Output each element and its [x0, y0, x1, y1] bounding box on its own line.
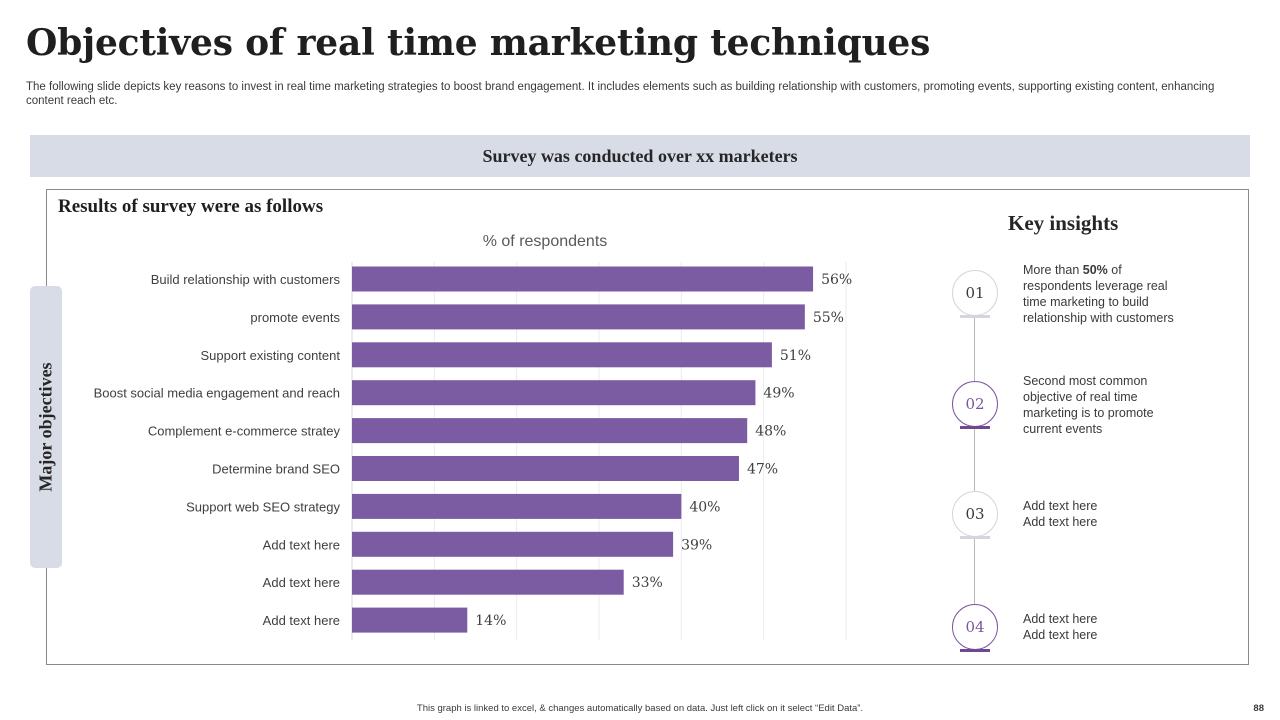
- insight-number-badge: 04: [952, 604, 998, 650]
- data-label: 40%: [689, 499, 720, 515]
- survey-banner: Survey was conducted over xx marketers: [30, 135, 1250, 177]
- bar[interactable]: [352, 266, 814, 292]
- bar[interactable]: [352, 607, 468, 633]
- survey-banner-text: Survey was conducted over xx marketers: [482, 145, 798, 166]
- insight-badge-underline: [960, 649, 990, 652]
- data-label: 48%: [755, 424, 786, 440]
- bar[interactable]: [352, 304, 805, 330]
- bar[interactable]: [352, 342, 772, 368]
- bar[interactable]: [352, 531, 674, 557]
- insight-text: Second most common objective of real tim…: [1023, 374, 1154, 436]
- insight-badge-underline: [960, 536, 990, 539]
- bar[interactable]: [352, 569, 624, 595]
- data-label: 51%: [780, 348, 811, 364]
- major-objectives-tab: [30, 286, 62, 568]
- bar[interactable]: [352, 418, 748, 444]
- bar[interactable]: [352, 493, 682, 519]
- insight-text: Add text here Add text here: [1023, 612, 1098, 642]
- insight-text: More than 50% of respondents leverage re…: [1023, 263, 1174, 325]
- footer-note: This graph is linked to excel, & changes…: [416, 703, 864, 714]
- data-label: 47%: [747, 462, 778, 478]
- chart-title: % of respondents: [483, 233, 608, 250]
- slide-title: Objectives of real time marketing techni…: [26, 22, 931, 64]
- data-label: 39%: [681, 537, 712, 553]
- bar[interactable]: [352, 380, 756, 406]
- slide-subtitle: The following slide depicts key reasons …: [26, 81, 1215, 107]
- category-label: promote events: [250, 310, 340, 325]
- data-label: 56%: [821, 272, 852, 288]
- page-number: 88: [1253, 703, 1264, 714]
- data-label: 55%: [813, 310, 844, 326]
- category-label: Add text here: [263, 613, 340, 628]
- key-insights-title: Key insights: [1008, 211, 1119, 235]
- category-label: Boost social media engagement and reach: [94, 386, 340, 401]
- data-label: 49%: [763, 386, 794, 402]
- category-label: Complement e-commerce stratey: [148, 424, 341, 439]
- category-label: Support web SEO strategy: [186, 499, 340, 514]
- category-label: Support existing content: [201, 348, 341, 363]
- results-heading: Results of survey were as follows: [58, 196, 324, 217]
- bar[interactable]: [352, 456, 739, 481]
- insight-number-badge: 01: [952, 270, 998, 316]
- insights-timeline-line: [974, 293, 975, 628]
- category-label: Determine brand SEO: [212, 462, 340, 477]
- category-label: Add text here: [263, 537, 340, 552]
- category-label: Add text here: [263, 575, 340, 590]
- insight-number-badge: 02: [952, 381, 998, 427]
- insight-text: Add text here Add text here: [1023, 499, 1098, 529]
- insight-number-badge: 03: [952, 491, 998, 537]
- data-label: 14%: [475, 613, 506, 629]
- insight-badge-underline: [960, 426, 990, 429]
- category-label: Build relationship with customers: [151, 272, 341, 287]
- insight-badge-underline: [960, 315, 990, 318]
- data-label: 33%: [632, 575, 663, 591]
